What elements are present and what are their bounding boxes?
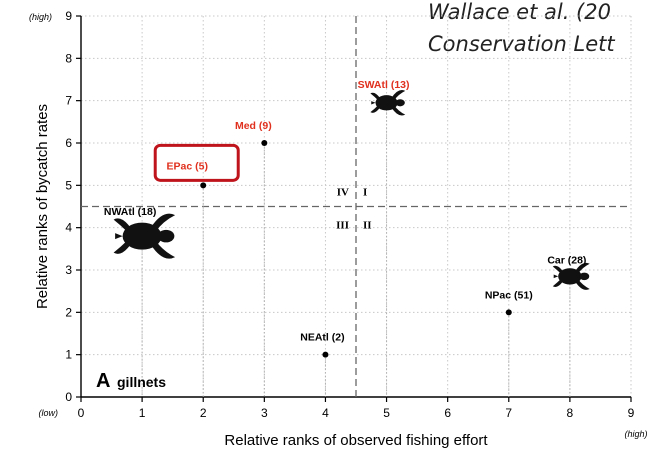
y-tick-label: 7 <box>65 94 72 108</box>
x-tick-label: 6 <box>444 406 451 420</box>
x-tick-label: 3 <box>261 406 268 420</box>
y-high-label: (high) <box>29 12 52 22</box>
quadrant-label-iv: IV <box>337 187 349 199</box>
point-swatl-turtle-marker <box>370 90 406 116</box>
point-med-dot <box>261 140 268 146</box>
x-tick-label: 8 <box>567 406 574 420</box>
y-tick-label: 1 <box>65 348 72 362</box>
y-tick-label: 4 <box>65 221 72 235</box>
y-tick-label: 2 <box>65 305 72 319</box>
x-tick-label: 2 <box>200 406 207 420</box>
x-high-label: (high) <box>624 429 647 439</box>
citation-line-1: Wallace et al. (20 <box>428 0 611 24</box>
y-tick-label: 8 <box>65 51 72 65</box>
x-tick-label: 0 <box>78 406 85 420</box>
panel-letter: A <box>96 370 110 392</box>
point-swatl-label: SWAtl (13) <box>358 79 410 91</box>
point-epac-highlight-box <box>153 143 240 182</box>
point-nwatl-label: NWAtl (18) <box>104 206 157 218</box>
y-tick-label: 3 <box>65 263 72 277</box>
x-tick-label: 5 <box>383 406 390 420</box>
quadrant-label-ii: II <box>363 220 372 232</box>
y-axis-title: Relative ranks of bycatch rates <box>34 104 51 309</box>
point-med-label: Med (9) <box>235 120 272 132</box>
x-tick-label: 1 <box>139 406 146 420</box>
point-epac-dot <box>200 182 207 189</box>
citation-line-2: Conservation Lett <box>428 32 615 56</box>
point-epac-label: EPac (5) <box>167 160 208 172</box>
y-tick-label: 5 <box>65 178 72 192</box>
y-tick-label: 6 <box>65 136 72 150</box>
x-low-label: (low) <box>39 408 59 418</box>
y-tick-label: 0 <box>65 390 72 404</box>
x-tick-label: 4 <box>322 406 329 420</box>
point-npac-dot <box>505 309 512 316</box>
x-tick-label: 9 <box>628 406 635 420</box>
panel-label: gillnets <box>117 374 166 390</box>
point-car-label: Car (28) <box>547 254 586 266</box>
point-neatl-dot <box>322 351 329 358</box>
y-tick-label: 9 <box>65 9 72 23</box>
quadrant-label-iii: III <box>336 220 349 232</box>
x-axis-title: Relative ranks of observed fishing effor… <box>224 432 488 449</box>
point-npac-label: NPac (51) <box>485 289 533 301</box>
point-nwatl-turtle-marker <box>113 213 176 259</box>
point-car-turtle-marker <box>552 262 590 290</box>
x-tick-label: 7 <box>505 406 512 420</box>
citation: Wallace et al. (20 Conservation Lett <box>428 0 615 60</box>
quadrant-label-i: I <box>363 187 367 199</box>
point-neatl-label: NEAtl (2) <box>300 332 344 344</box>
